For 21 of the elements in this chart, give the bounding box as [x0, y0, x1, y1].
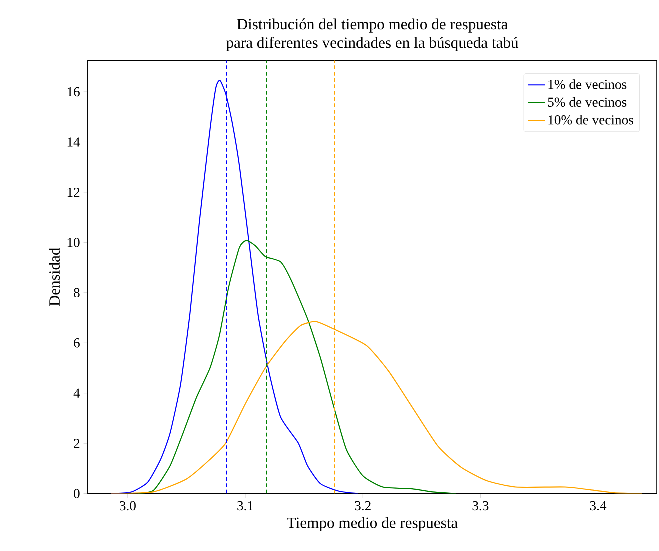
y-tick-label: 2: [74, 439, 80, 448]
legend-label: 10% de vecinos: [548, 115, 634, 126]
x-tick-label: 3.4: [590, 502, 607, 511]
x-tick-label: 3.3: [472, 502, 489, 511]
x-tick-label: 3.2: [355, 502, 371, 511]
x-tick-label: 3.0: [120, 502, 136, 511]
y-tick-label: 12: [68, 188, 80, 198]
y-tick-label: 4: [74, 389, 80, 398]
y-tick-label: 10: [68, 238, 80, 248]
y-tick-label: 6: [74, 338, 80, 348]
legend-label: 1% de vecinos: [548, 80, 627, 90]
x-axis-title: Tiempo medio de respuesta: [287, 518, 458, 532]
y-axis-title: Densidad: [49, 248, 60, 306]
y-tick-label: 16: [68, 88, 80, 97]
chart-title: Distribución del tiempo medio de respuesta: [237, 18, 508, 34]
y-tick-label: 8: [74, 288, 80, 298]
y-tick-label: 14: [68, 138, 80, 147]
x-tick-label: 3.1: [238, 502, 254, 511]
chart-subtitle: para diferentes vecindades en la búsqueda tabú: [226, 37, 519, 52]
legend-label: 5% de vecinos: [548, 98, 627, 108]
y-tick-label: 0: [74, 489, 80, 499]
